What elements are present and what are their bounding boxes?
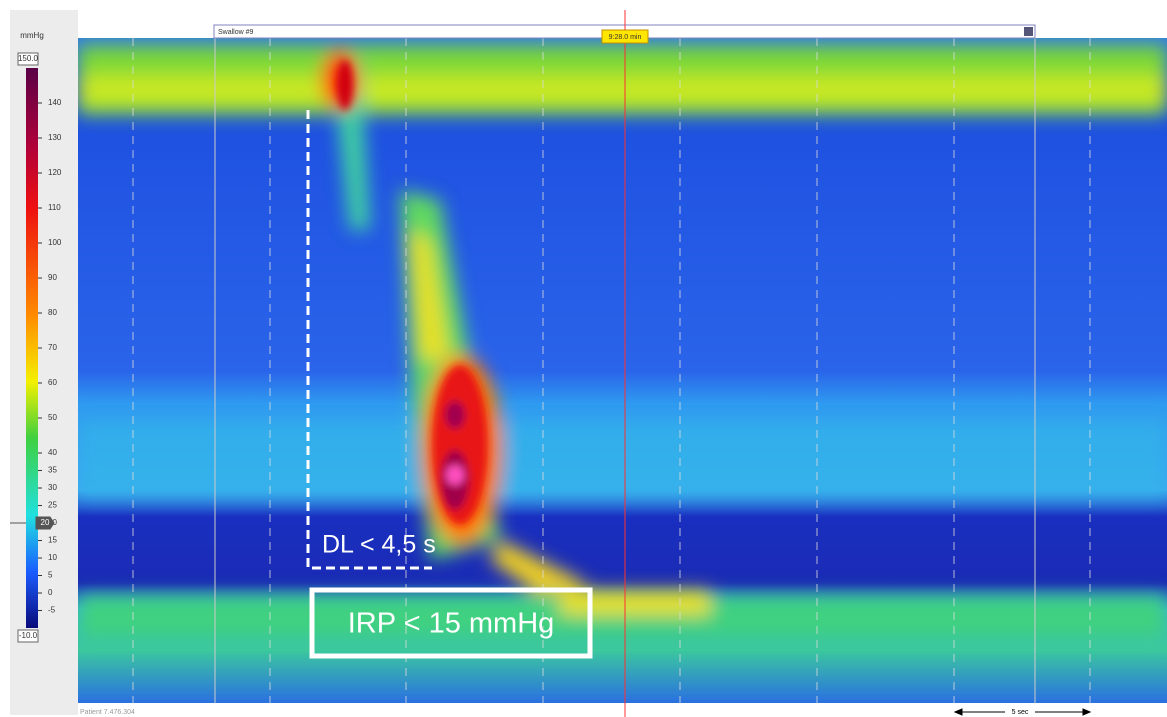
close-button[interactable] [1024, 27, 1033, 36]
max-box [17, 52, 39, 66]
irp-annotation: IRP < 15 mmHg [348, 608, 555, 640]
scale-tick-label: 110 [48, 203, 61, 212]
time-label: 9:28.0 min [609, 34, 642, 41]
scale-tick-label: 50 [48, 413, 57, 422]
scale-tick-label: 60 [48, 378, 57, 387]
swallow-label: Swallow #9 [218, 29, 254, 36]
scale-tick-label: 30 [48, 483, 57, 492]
scale-tick-label: 35 [48, 466, 57, 475]
pressure-topography [78, 38, 1167, 703]
scale-tick-label: 120 [48, 168, 62, 177]
scale-tick-label: -5 [48, 606, 56, 615]
scale-tick-label: 10 [48, 553, 57, 562]
scale-bar-label: 5 sec [1012, 709, 1029, 716]
scale-unit: mmHg [20, 31, 44, 40]
irp-box [309, 587, 593, 659]
scale-tick-label: 0 [48, 588, 53, 597]
color-bar [26, 68, 38, 628]
scale-tick-label: 40 [48, 448, 57, 457]
scale-panel [10, 10, 78, 715]
scale-min: -10.0 [19, 631, 38, 640]
scale-tick-label: 15 [48, 536, 57, 545]
scale-tick-label: 5 [48, 571, 53, 580]
dl-bracket [306, 110, 432, 570]
scale-max: 150.0 [18, 54, 39, 63]
scale-tick-label: 90 [48, 273, 57, 282]
scale-tick-label: 25 [48, 501, 57, 510]
marker-pointer [10, 516, 55, 530]
scale-tick-label: 70 [48, 343, 57, 352]
scale-tick-label: 130 [48, 133, 62, 142]
dl-annotation: DL < 4,5 s [322, 531, 436, 559]
scale-tick-label: 140 [48, 98, 62, 107]
scale-tick-label: 80 [48, 308, 57, 317]
patient-id: Patient 7.476.304 [80, 709, 135, 716]
scale-tick-label: 100 [48, 238, 62, 247]
marker-value: 20 [41, 518, 50, 527]
min-box [17, 629, 39, 643]
